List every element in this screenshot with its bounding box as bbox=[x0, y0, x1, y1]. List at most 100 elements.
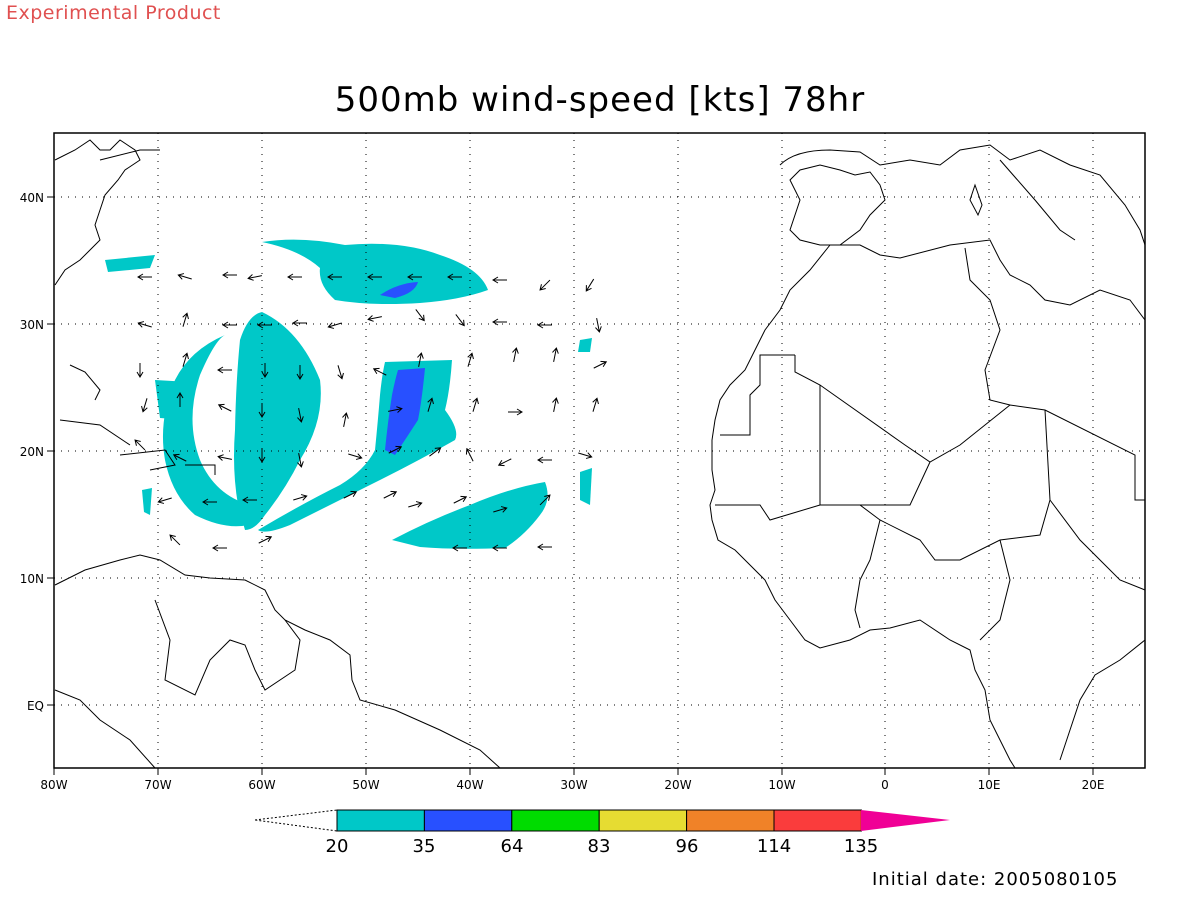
colorbar-box bbox=[686, 809, 775, 832]
wind-arrow bbox=[492, 318, 507, 326]
wind-arrow bbox=[296, 365, 304, 380]
wind-arrow bbox=[467, 352, 474, 367]
x-tick-label: 40W bbox=[456, 778, 483, 792]
wind-arrow bbox=[257, 321, 272, 329]
wind-arrow bbox=[537, 321, 552, 329]
colorbar-box bbox=[336, 809, 425, 832]
wind-arrow bbox=[453, 495, 468, 504]
wind-arrow bbox=[327, 322, 342, 329]
x-tick-label: 70W bbox=[144, 778, 171, 792]
wind-arrow bbox=[137, 321, 152, 328]
wind-arrow bbox=[348, 453, 363, 460]
y-tick-label: 10N bbox=[20, 572, 44, 586]
colorbar-label: 35 bbox=[413, 836, 436, 857]
x-tick-label: 10E bbox=[978, 778, 1001, 792]
y-tick-label: EQ bbox=[27, 699, 44, 713]
wind-arrow bbox=[242, 496, 257, 504]
wind-arrow bbox=[593, 360, 608, 369]
wind-arrow bbox=[497, 458, 512, 467]
wind-arrow bbox=[258, 535, 273, 544]
wind-arrow bbox=[492, 276, 507, 284]
wind-arrow bbox=[388, 445, 403, 454]
wind-arrow bbox=[137, 273, 152, 281]
wind-arrow bbox=[287, 273, 302, 281]
map-frame bbox=[53, 132, 1146, 769]
y-tick-label: 20N bbox=[20, 445, 44, 459]
shading-cyan-west-bits bbox=[155, 380, 190, 420]
wind-arrow bbox=[182, 312, 189, 327]
tick-marks bbox=[47, 196, 1094, 775]
wind-arrow bbox=[292, 319, 307, 327]
wind-arrow bbox=[407, 273, 422, 281]
wind-arrow bbox=[177, 273, 192, 280]
wind-arrow bbox=[157, 497, 172, 504]
wind-arrow bbox=[408, 501, 423, 508]
wind-arrow bbox=[297, 408, 304, 423]
shading-cyan-north bbox=[262, 239, 488, 304]
wind-arrow bbox=[367, 315, 382, 322]
colorbar-box bbox=[773, 809, 862, 832]
shading-cyan-main bbox=[234, 312, 321, 530]
colorbar-label: 96 bbox=[676, 836, 699, 857]
wind-arrow bbox=[372, 367, 387, 376]
x-tick-label: 10W bbox=[768, 778, 795, 792]
x-axis-labels: 80W 70W 60W 50W 40W 30W 20W 10W 0 10E 20… bbox=[40, 778, 1104, 792]
wind-arrow bbox=[136, 363, 144, 378]
wind-arrow bbox=[465, 447, 474, 462]
shading-cyan-southeast bbox=[392, 482, 548, 549]
y-tick-label: 40N bbox=[20, 191, 44, 205]
wind-arrow bbox=[493, 506, 508, 513]
x-tick-label: 0 bbox=[881, 778, 889, 792]
gridlines bbox=[54, 133, 1145, 768]
wind-arrow bbox=[222, 321, 237, 329]
shading-blue-central bbox=[385, 368, 425, 455]
wind-arrow bbox=[447, 273, 462, 281]
colorbar-label: 64 bbox=[501, 836, 524, 857]
wind-arrow bbox=[492, 544, 507, 552]
x-tick-label: 60W bbox=[248, 778, 275, 792]
wind-arrow bbox=[367, 273, 382, 281]
wind-arrow bbox=[592, 397, 599, 412]
wind-arrow bbox=[537, 456, 552, 464]
wind-arrow bbox=[508, 408, 523, 416]
wind-arrow bbox=[258, 403, 266, 418]
wind-arrow bbox=[134, 439, 146, 451]
x-tick-label: 20W bbox=[664, 778, 691, 792]
wind-arrow bbox=[222, 271, 237, 279]
colorbar-label: 114 bbox=[757, 836, 791, 857]
wind-arrow bbox=[388, 406, 403, 413]
colorbar-label: 83 bbox=[588, 836, 611, 857]
wind-arrow bbox=[217, 454, 232, 461]
wind-arrow bbox=[247, 274, 262, 281]
wind-arrow bbox=[427, 397, 434, 412]
x-tick-label: 30W bbox=[560, 778, 587, 792]
map-title: 500mb wind-speed [kts] 78hr bbox=[334, 80, 866, 120]
wind-arrow bbox=[415, 309, 425, 322]
wind-arrow bbox=[212, 544, 227, 552]
wind-arrow bbox=[141, 398, 148, 413]
wind-arrow bbox=[343, 490, 358, 499]
wind-vectors bbox=[134, 271, 608, 552]
initial-date: Initial date: 2005080105 bbox=[872, 869, 1119, 890]
wind-arrow bbox=[169, 534, 181, 546]
shading-layer bbox=[105, 239, 592, 549]
wind-arrow bbox=[552, 347, 559, 362]
wind-arrow bbox=[297, 453, 304, 468]
colorbar-labels: 20 35 64 83 96 114 135 bbox=[326, 836, 879, 857]
wind-arrow bbox=[417, 352, 424, 367]
y-axis-labels: 40N 30N 20N 10N EQ bbox=[20, 191, 44, 713]
x-tick-label: 80W bbox=[40, 778, 67, 792]
wind-arrow bbox=[337, 365, 344, 380]
wind-arrow bbox=[578, 452, 593, 459]
wind-arrow bbox=[176, 392, 184, 407]
coastlines bbox=[54, 139, 1146, 769]
wind-arrow bbox=[261, 363, 269, 378]
x-tick-label: 20E bbox=[1082, 778, 1105, 792]
wind-arrow bbox=[595, 318, 602, 333]
wind-arrow bbox=[539, 494, 551, 506]
wind-arrow bbox=[429, 447, 442, 457]
wind-arrow bbox=[342, 412, 349, 427]
colorbar-box bbox=[423, 809, 513, 832]
shading-blue-north bbox=[380, 282, 418, 298]
